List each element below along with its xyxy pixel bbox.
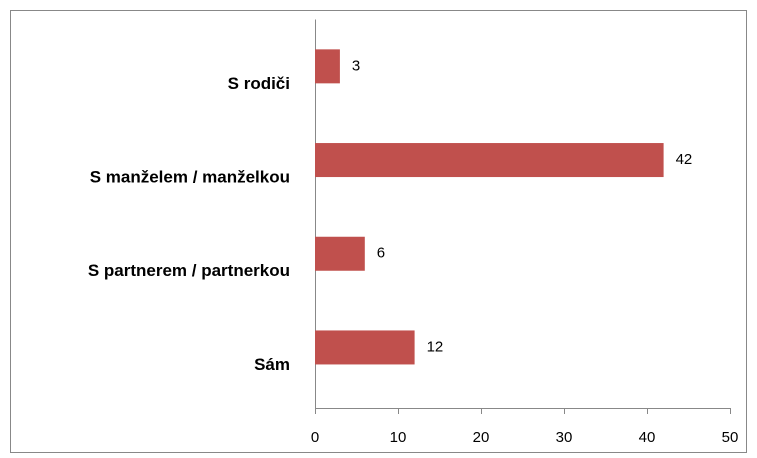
x-tick-label: 50 xyxy=(722,429,739,446)
x-tick-label: 10 xyxy=(390,429,407,446)
x-tick-label: 30 xyxy=(556,429,573,446)
bar xyxy=(315,236,365,271)
x-tick-label: 0 xyxy=(311,429,319,446)
value-label: 12 xyxy=(427,338,444,355)
value-label: 3 xyxy=(352,57,360,74)
value-label: 42 xyxy=(676,151,693,168)
y-tick-label: S manželem / manželkou xyxy=(90,168,290,187)
bar xyxy=(315,49,340,84)
chart-border xyxy=(10,10,747,453)
bar xyxy=(315,143,664,178)
y-tick-label: Sám xyxy=(254,355,290,374)
value-label: 6 xyxy=(377,245,385,262)
y-tick-label: S partnerem / partnerkou xyxy=(88,261,290,280)
x-tick-label: 40 xyxy=(639,429,656,446)
y-tick-label: S rodiči xyxy=(228,74,290,93)
bar xyxy=(315,330,415,365)
x-tick-label: 20 xyxy=(473,429,490,446)
